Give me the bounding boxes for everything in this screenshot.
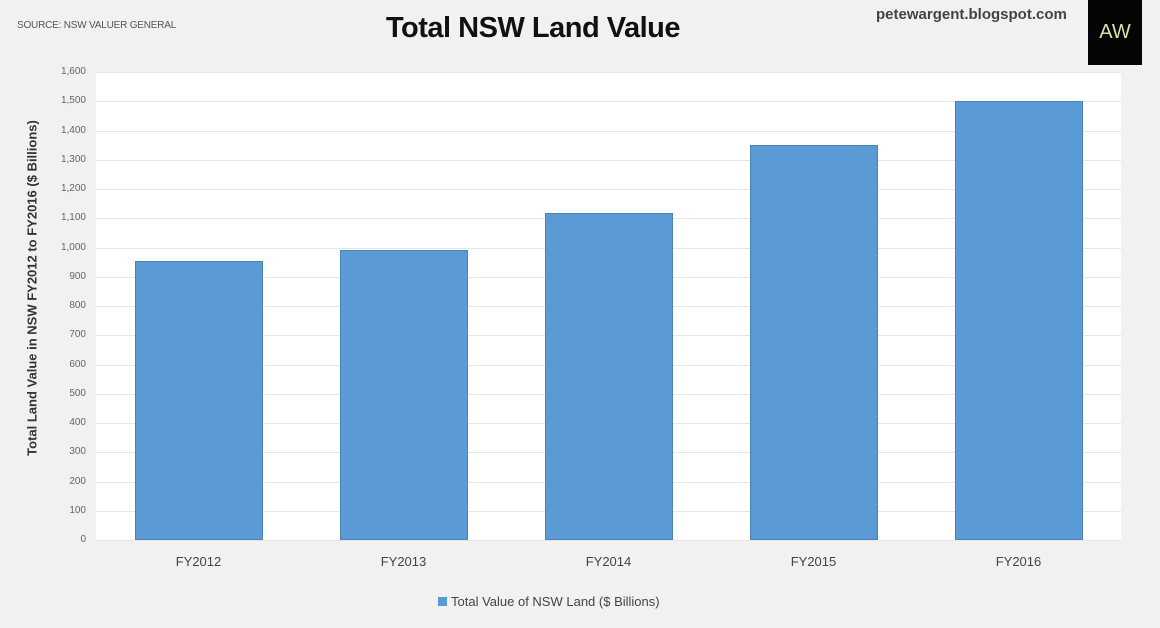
- legend-label: Total Value of NSW Land ($ Billions): [451, 594, 660, 609]
- y-tick-label: 0: [80, 534, 86, 545]
- bar-fy2012: [134, 260, 263, 540]
- bar-fy2014: [544, 212, 673, 540]
- x-tick-label: FY2012: [175, 554, 222, 569]
- x-tick-label: FY2015: [790, 554, 837, 569]
- y-tick-label: 1,400: [60, 124, 86, 136]
- y-tick-label: 1,200: [60, 183, 86, 194]
- y-tick-label: 300: [69, 446, 86, 458]
- bar-fy2013: [339, 250, 468, 540]
- chart-title: Total NSW Land Value: [386, 12, 681, 44]
- gridline: [96, 101, 1121, 103]
- legend: Total Value of NSW Land ($ Billions): [438, 594, 660, 609]
- y-tick-label: 200: [69, 475, 86, 487]
- gridline: [96, 159, 1121, 161]
- y-tick-label: 800: [69, 300, 86, 311]
- logo: AW: [1088, 0, 1142, 65]
- y-tick-label: 600: [69, 358, 86, 370]
- y-tick-label: 1,600: [60, 66, 86, 77]
- gridline: [96, 540, 1121, 541]
- gridline: [96, 189, 1121, 190]
- x-tick-label: FY2016: [995, 554, 1042, 569]
- legend-swatch: [438, 597, 447, 606]
- site-attribution: petewargent.blogspot.com: [876, 6, 1067, 23]
- y-tick-label: 1,100: [60, 212, 86, 224]
- source-note: SOURCE: NSW VALUER GENERAL: [17, 20, 177, 31]
- y-tick-label: 400: [69, 417, 86, 428]
- y-tick-label: 700: [69, 329, 86, 341]
- y-tick-label: 100: [69, 504, 86, 516]
- bar-fy2015: [749, 145, 878, 540]
- y-tick-label: 1,300: [60, 153, 86, 165]
- y-tick-label: 1,000: [60, 241, 86, 253]
- logo-text: AW: [1099, 21, 1131, 43]
- y-axis-label: Total Land Value in NSW FY2012 to FY2016…: [24, 120, 40, 456]
- y-tick-label: 900: [69, 270, 86, 282]
- gridline: [96, 130, 1121, 132]
- gridline: [96, 72, 1121, 73]
- x-tick-label: FY2014: [585, 554, 632, 569]
- x-tick-label: FY2013: [380, 554, 427, 569]
- y-tick-label: 1,500: [60, 95, 86, 107]
- plot-area: [96, 72, 1121, 541]
- y-tick-label: 500: [69, 387, 86, 399]
- bar-fy2016: [954, 100, 1083, 540]
